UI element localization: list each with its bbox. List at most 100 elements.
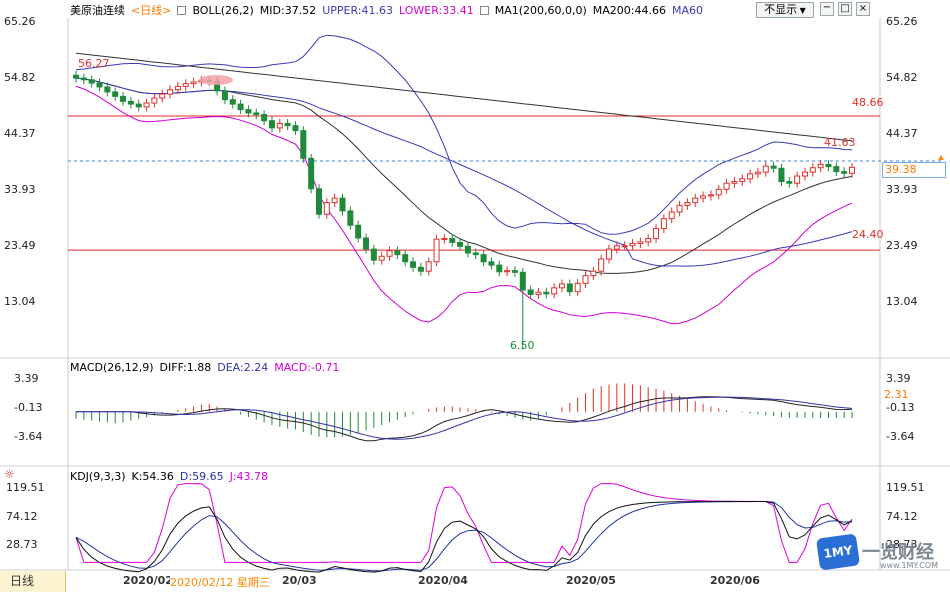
price-tick-right: 23.49	[886, 239, 918, 252]
candle-body	[519, 271, 526, 291]
kdj-tick-right: 74.12	[886, 510, 918, 523]
hide-dropdown-button[interactable]: 不显示 ▼	[756, 2, 814, 18]
period-tab[interactable]: 日线	[0, 571, 66, 592]
boll-upper-line	[75, 34, 853, 235]
candle-body	[645, 238, 652, 243]
boll-toggle-box[interactable]	[177, 5, 187, 15]
period-link[interactable]: <日线>	[131, 4, 172, 17]
candle-body	[96, 82, 103, 88]
candle-body	[80, 77, 87, 81]
kdj-tick-left: 119.51	[6, 481, 45, 494]
candle-body	[143, 102, 150, 108]
kdj-tick-right: 119.51	[886, 481, 925, 494]
candle-body	[598, 258, 605, 272]
candle-body	[127, 100, 134, 105]
ma1-label: MA1(200,60,0,0)	[494, 3, 587, 17]
candle-body	[370, 248, 377, 261]
candle-body	[794, 175, 801, 184]
macd-diff-line	[76, 396, 853, 442]
candle-body	[441, 238, 448, 241]
close-button[interactable]: ×	[856, 2, 870, 16]
candle-body	[472, 252, 479, 256]
minimize-button[interactable]: −	[820, 2, 834, 16]
candle-body	[770, 165, 777, 169]
candle-body	[543, 291, 550, 295]
kdj-k-line	[75, 501, 853, 573]
close-icon: ×	[858, 3, 868, 14]
macd-panel	[75, 383, 853, 442]
brand-name: 一览财经	[862, 542, 934, 563]
chevron-down-icon: ▼	[797, 6, 806, 15]
candle-body	[347, 210, 354, 226]
low-price-label: 6.50	[510, 339, 535, 352]
candle-body	[167, 89, 174, 95]
macd-current-tag: 2.31	[884, 388, 944, 401]
ma200-line	[75, 52, 853, 142]
boll-mid-value: MID:37.52	[259, 3, 317, 17]
restore-button[interactable]: □	[838, 2, 852, 16]
time-label: 20/03	[282, 574, 317, 587]
macd-tick-left: -0.13	[14, 401, 43, 414]
candle-body	[496, 264, 503, 273]
candle-body	[488, 261, 495, 266]
macd-tick-right: 3.39	[886, 372, 911, 385]
kdj-j-value: J:43.78	[229, 470, 269, 483]
candle-body	[433, 238, 440, 263]
candle-body	[684, 202, 691, 206]
current-price-tag: 39.38	[882, 162, 946, 178]
high-highlight	[199, 75, 233, 85]
candle-body	[378, 255, 385, 261]
restore-icon: □	[840, 3, 850, 14]
kdj-tick-right: 28.73	[886, 538, 918, 551]
candle-body	[668, 211, 675, 220]
candle-body	[511, 270, 518, 273]
candle-body	[73, 74, 79, 79]
candle-body	[817, 163, 824, 169]
candle-body	[253, 112, 260, 116]
candle-body	[692, 197, 699, 204]
boll-lower-line	[75, 85, 853, 325]
price-tick-left: 65.26	[4, 15, 36, 28]
instrument-name: 美原油连续	[70, 4, 125, 17]
candle-body	[276, 122, 283, 129]
candle-body	[268, 120, 275, 129]
settings-gear-icon[interactable]: ☼	[4, 467, 15, 481]
candle-body	[464, 245, 471, 254]
candle-body	[707, 194, 714, 197]
candle-body	[590, 270, 597, 277]
candle-body	[410, 261, 417, 268]
candle-body	[315, 188, 322, 215]
candle-body	[135, 103, 142, 108]
candle-body	[190, 81, 197, 85]
candle-body	[551, 287, 558, 295]
upper-level-label: 41.63	[824, 136, 856, 149]
candle-body	[151, 97, 158, 104]
candle-body	[308, 157, 315, 190]
candle-body	[637, 241, 644, 245]
ma60-line	[75, 77, 853, 267]
candle-body	[386, 250, 393, 257]
candle-body	[778, 167, 785, 183]
candle-body	[88, 79, 95, 84]
candle-body	[621, 245, 628, 248]
time-label: 2020/06	[710, 574, 760, 587]
candle-body	[606, 248, 613, 260]
candle-body	[700, 195, 707, 199]
price-tick-right: 54.82	[886, 71, 918, 84]
candle-body	[566, 283, 573, 293]
candle-body	[457, 241, 464, 247]
kdj-tick-left: 28.73	[6, 538, 38, 551]
price-tick-left: 33.93	[4, 183, 36, 196]
candle-body	[449, 238, 456, 243]
price-tick-left: 13.04	[4, 295, 36, 308]
candle-body	[582, 275, 589, 284]
candle-body	[245, 109, 252, 114]
macd-dea-value: DEA:2.24	[217, 361, 269, 374]
macd-tick-left: 3.39	[14, 372, 39, 385]
horizontal-lines	[68, 115, 880, 251]
candle-body	[300, 130, 307, 159]
kdj-name: KDJ(9,3,3)	[70, 470, 126, 483]
ma-toggle-box[interactable]	[479, 5, 489, 15]
